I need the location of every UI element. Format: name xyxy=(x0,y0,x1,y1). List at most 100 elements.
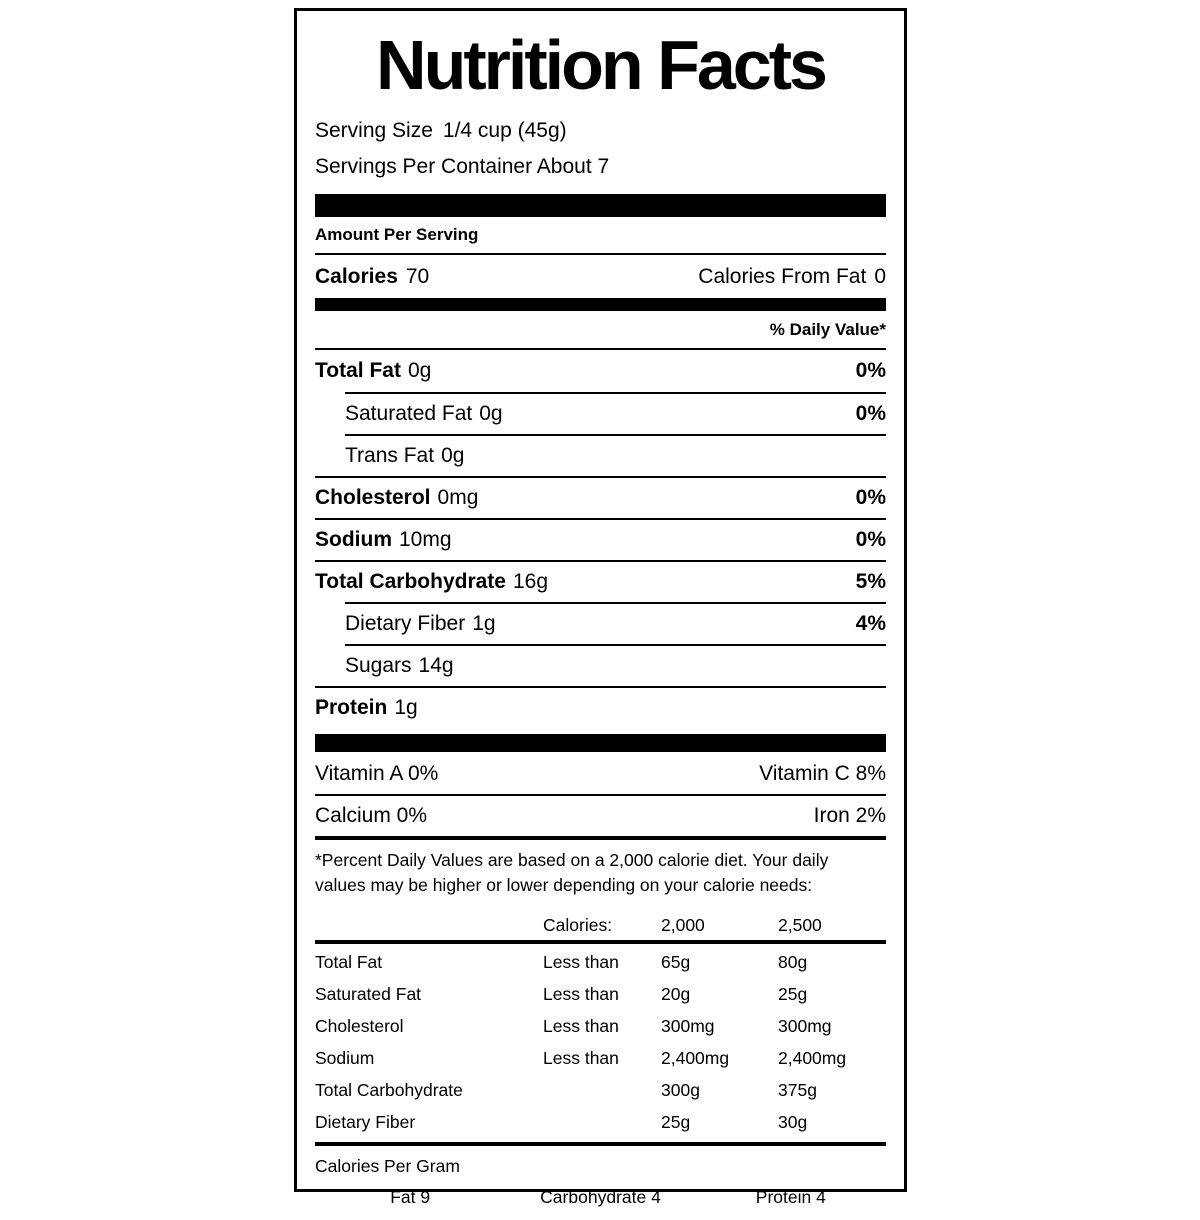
nutrient-amount: 0mg xyxy=(437,486,479,509)
ref-2500: 375g xyxy=(778,1080,817,1100)
nutrient-name: Protein xyxy=(315,696,388,719)
nutrient-amount: 0g xyxy=(407,359,432,382)
nutrient-left: Dietary Fiber 1g xyxy=(345,612,496,636)
nutrient-row-sodium: Sodium 10mg 0% xyxy=(315,518,886,560)
nutrient-row-trans-fat: Trans Fat 0g xyxy=(345,434,886,476)
ref-row-saturated-fat: Saturated Fat Less than 20g 25g xyxy=(315,978,886,1010)
nutrient-amount: 1g xyxy=(394,696,418,719)
calories-from-fat: Calories From Fat 0 xyxy=(698,255,886,298)
nutrient-name: Saturated Fat xyxy=(345,402,473,425)
vitamin-a: Vitamin A 0% xyxy=(315,762,439,785)
ref-2000: 2,400mg xyxy=(661,1048,730,1068)
nutrient-row-dietary-fiber: Dietary Fiber 1g 4% xyxy=(345,602,886,644)
nutrient-row-sugars: Sugars 14g xyxy=(345,644,886,686)
calories-from-fat-value: 0 xyxy=(874,265,886,288)
ref-row-total-fat: Total Fat Less than 65g 80g xyxy=(315,946,886,978)
nutrition-facts-label: Nutrition Facts Serving Size 1/4 cup (45g… xyxy=(294,8,907,1207)
nutrient-dv: 5% xyxy=(855,570,886,593)
calories-per-gram-values: Fat 9 Carbohydrate 4 Protein 4 xyxy=(315,1182,886,1220)
separator-bar-protein xyxy=(315,734,886,752)
ref-2500: 30g xyxy=(778,1112,808,1132)
nutrient-row-total-fat: Total Fat 0g 0% xyxy=(315,350,886,392)
ref-2500: 80g xyxy=(778,952,808,972)
ref-qualifier: Less than xyxy=(543,952,619,972)
daily-value-header: % Daily Value* xyxy=(315,311,886,350)
daily-value-footnote: *Percent Daily Values are based on a 2,0… xyxy=(315,840,886,898)
nutrient-left: Trans Fat 0g xyxy=(345,444,464,468)
serving-size-line: Serving Size 1/4 cup (45g) xyxy=(315,113,886,149)
cpg-protein: Protein 4 xyxy=(755,1187,826,1207)
nutrient-amount: 1g xyxy=(472,612,496,635)
reference-table-header: Calories: 2,000 2,500 xyxy=(315,910,886,944)
ref-name: Dietary Fiber xyxy=(315,1112,416,1132)
ref-name: Cholesterol xyxy=(315,1016,404,1036)
serving-size-label: Serving Size xyxy=(315,119,433,142)
nutrient-row-total-carbohydrate: Total Carbohydrate 16g 5% xyxy=(315,560,886,602)
nutrient-dv: 0% xyxy=(855,528,886,551)
footnote-line-2: values may be higher or lower depending … xyxy=(315,875,813,895)
ref-qualifier: Less than xyxy=(543,1048,619,1068)
nutrient-left: Sodium 10mg xyxy=(315,528,452,552)
nutrient-name: Sugars xyxy=(345,654,412,677)
calories-label: Calories xyxy=(315,265,398,288)
calories-row: Calories 70 Calories From Fat 0 xyxy=(315,255,886,298)
nutrient-name: Sodium xyxy=(315,528,392,551)
serving-size-value: 1/4 cup (45g) xyxy=(442,119,567,142)
ref-2500: 25g xyxy=(778,984,808,1004)
nutrient-left: Saturated Fat 0g xyxy=(345,402,503,426)
nutrient-name: Total Fat xyxy=(315,359,401,382)
ref-name: Sodium xyxy=(315,1048,375,1068)
ref-2000: 20g xyxy=(661,984,691,1004)
ref-header-calories: Calories: xyxy=(543,915,613,935)
separator-bar-calories xyxy=(315,298,886,311)
ref-2500: 300mg xyxy=(778,1016,832,1036)
nutrient-left: Protein 1g xyxy=(315,696,418,720)
cpg-carbohydrate: Carbohydrate 4 xyxy=(540,1187,661,1207)
ref-2000: 300mg xyxy=(661,1016,715,1036)
ref-name: Total Carbohydrate xyxy=(315,1080,463,1100)
ref-name: Total Fat xyxy=(315,952,383,972)
nutrient-row-cholesterol: Cholesterol 0mg 0% xyxy=(315,476,886,518)
nutrient-left: Cholesterol 0mg xyxy=(315,486,478,510)
ref-2000: 300g xyxy=(661,1080,700,1100)
nutrient-name: Dietary Fiber xyxy=(345,612,466,635)
vitamin-row-calcium-iron: Calcium 0% Iron 2% xyxy=(315,794,886,836)
nutrient-name: Total Carbohydrate xyxy=(315,570,506,593)
nutrient-amount: 0g xyxy=(479,402,503,425)
ref-2000: 65g xyxy=(661,952,691,972)
nutrient-left: Total Fat 0g xyxy=(315,359,431,383)
nutrient-name: Cholesterol xyxy=(315,486,431,509)
label-title: Nutrition Facts xyxy=(376,26,828,104)
ref-header-spacer xyxy=(315,910,543,940)
calories-value: 70 xyxy=(405,265,430,288)
separator-bar-top xyxy=(315,194,886,217)
calories-left: Calories 70 xyxy=(315,255,429,298)
vitamin-c: Vitamin C 8% xyxy=(759,762,886,785)
cpg-fat: Fat 9 xyxy=(390,1187,431,1207)
ref-qualifier xyxy=(543,1074,661,1106)
nutrient-dv: 0% xyxy=(855,402,886,425)
ref-qualifier: Less than xyxy=(543,1016,619,1036)
ref-row-dietary-fiber: Dietary Fiber 25g 30g xyxy=(315,1106,886,1138)
nutrient-row-saturated-fat: Saturated Fat 0g 0% xyxy=(345,392,886,434)
ref-2500: 2,400mg xyxy=(778,1048,847,1068)
nutrient-dv: 0% xyxy=(855,486,886,509)
ref-qualifier: Less than xyxy=(543,984,619,1004)
nutrient-amount: 14g xyxy=(418,654,454,677)
ref-qualifier xyxy=(543,1106,661,1138)
footnote-line-1: *Percent Daily Values are based on a 2,0… xyxy=(315,850,829,870)
ref-header-2000: 2,000 xyxy=(661,915,705,935)
vitamins-section: Vitamin A 0% Vitamin C 8% Calcium 0% Iro… xyxy=(315,754,886,840)
vitamin-row-a-c: Vitamin A 0% Vitamin C 8% xyxy=(315,754,886,794)
nutrient-left: Sugars 14g xyxy=(345,654,454,678)
calories-from-fat-label: Calories From Fat xyxy=(698,265,867,288)
servings-per-container-line: Servings Per Container About 7 xyxy=(315,155,610,178)
reference-table: Calories: 2,000 2,500 Total Fat Less tha… xyxy=(315,910,886,1146)
nutrient-amount: 16g xyxy=(512,570,549,593)
ref-header-2500: 2,500 xyxy=(778,915,822,935)
amount-per-serving-heading: Amount Per Serving xyxy=(315,217,886,255)
nutrient-dv: 4% xyxy=(855,612,886,635)
ref-row-sodium: Sodium Less than 2,400mg 2,400mg xyxy=(315,1042,886,1074)
ref-2000: 25g xyxy=(661,1112,691,1132)
